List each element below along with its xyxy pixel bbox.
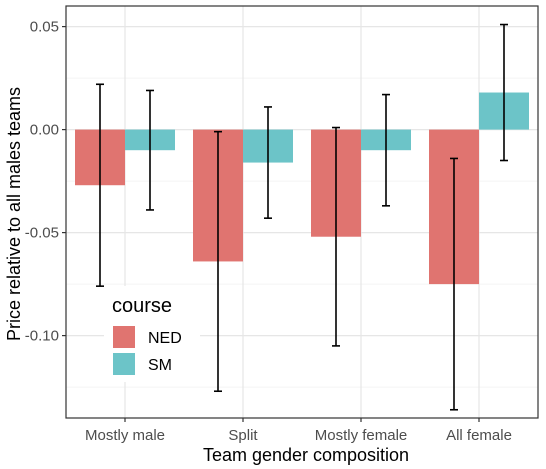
- y-axis-title: Price relative to all males teams: [4, 87, 24, 341]
- x-tick-label: Split: [228, 427, 258, 444]
- errorbar-sm-0: [146, 89, 154, 211]
- x-axis-title: Team gender composition: [203, 445, 409, 465]
- errorbar-ned-1: [214, 130, 222, 393]
- y-tick-label: -0.05: [25, 225, 59, 242]
- errorbar-ned-0: [96, 83, 104, 287]
- error-bars: [65, 5, 539, 419]
- x-tick-label: Mostly female: [315, 427, 408, 444]
- y-tick-labels: 0.05 0.00 -0.05 -0.10: [25, 19, 66, 345]
- legend-label-sm: SM: [148, 357, 172, 374]
- x-tick-label: Mostly male: [85, 427, 165, 444]
- errorbar-sm-1: [264, 106, 272, 219]
- y-tick-label: 0.05: [30, 19, 59, 36]
- legend-key-ned: [113, 326, 135, 348]
- legend-key-sm: [113, 353, 135, 375]
- errorbar-sm-3: [500, 23, 508, 162]
- legend: course NED SM: [104, 286, 200, 382]
- errorbar-ned-3: [450, 157, 458, 411]
- legend-title: course: [112, 295, 172, 317]
- legend-label-ned: NED: [148, 330, 182, 347]
- y-tick-label: 0.00: [30, 122, 59, 139]
- y-tick-label: -0.10: [25, 328, 59, 345]
- panel-border: [65, 5, 539, 419]
- x-tick-labels: Mostly male Split Mostly female All female: [85, 418, 512, 444]
- errorbar-sm-2: [382, 93, 390, 207]
- x-tick-label: All female: [446, 427, 512, 444]
- errorbar-ned-2: [332, 126, 340, 347]
